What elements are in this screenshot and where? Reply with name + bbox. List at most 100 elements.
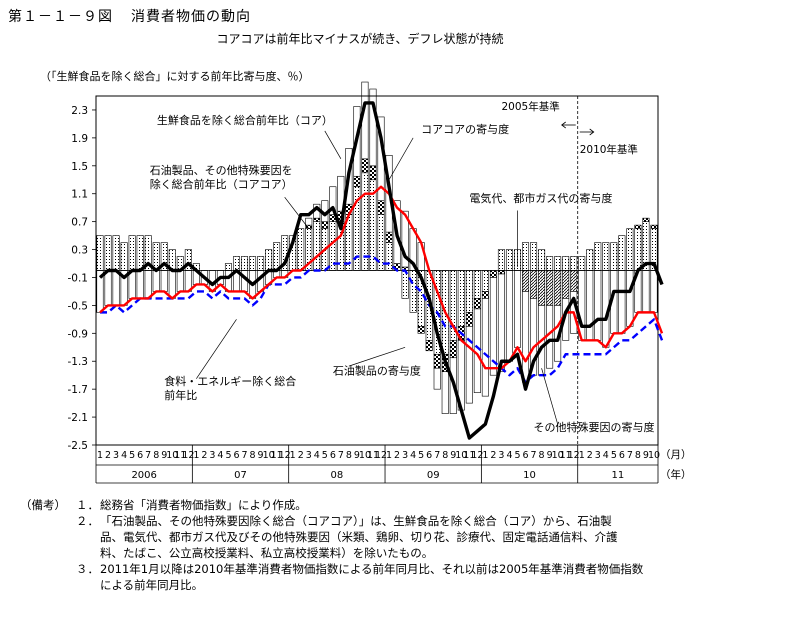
bar-coacoa-30 xyxy=(337,175,345,212)
x-month-label: 4 xyxy=(506,450,512,461)
bar-dots-18 xyxy=(241,256,249,271)
bar-dots-66 xyxy=(626,228,634,271)
bar-checker-41 xyxy=(425,339,433,352)
bar-checker-28 xyxy=(321,221,329,229)
x-month-label: 3 xyxy=(306,450,312,461)
x-month-label: 1 xyxy=(193,450,199,461)
line-layer xyxy=(98,101,664,440)
bar-dots-56 xyxy=(546,256,554,271)
x-month-label: 2 xyxy=(105,450,111,461)
bar-dots-39 xyxy=(409,270,417,313)
bar-hatch-56 xyxy=(546,270,554,306)
bar-dots-25 xyxy=(297,228,305,271)
x-month-label: 2 xyxy=(587,450,593,461)
bar-checker-46 xyxy=(465,312,473,327)
bar-checker-67 xyxy=(634,224,642,229)
bar-dots-59 xyxy=(570,256,578,271)
x-month-label: 5 xyxy=(418,450,424,461)
bar-checker-40 xyxy=(417,326,425,334)
x-month-label: 11 xyxy=(463,450,475,461)
x-month-label: 11 xyxy=(174,450,186,461)
leader-line-1 xyxy=(388,137,414,180)
bar-coacoa-38 xyxy=(401,210,409,268)
bar-dots-50 xyxy=(497,249,505,271)
bar-coacoa-51 xyxy=(505,270,513,362)
bar-checker-36 xyxy=(385,231,393,243)
bar-dots-21 xyxy=(265,249,273,271)
x-month-label: 1 xyxy=(482,450,488,461)
bar-checker-68 xyxy=(642,217,650,222)
figure-title-text: 消費者物価の動向 xyxy=(131,9,251,25)
line-series-2 xyxy=(100,255,664,384)
x-year-label: 2006 xyxy=(131,470,156,481)
bar-hatch-55 xyxy=(538,270,546,306)
bar-checker-47 xyxy=(473,298,481,310)
bar-checker-42 xyxy=(433,353,441,369)
y-tick-label: 2.3 xyxy=(71,105,88,117)
bar-dots-57 xyxy=(554,256,562,271)
bar-coacoa-9 xyxy=(168,270,176,299)
x-year-label: 10 xyxy=(523,470,536,481)
x-month-label: 6 xyxy=(426,450,432,461)
leader-line-5 xyxy=(348,346,406,367)
x-month-label: 11 xyxy=(271,450,283,461)
note-number: ２． xyxy=(76,514,99,528)
note-line: 料、たばこ、公立高校授業料、私立高校授業料）を除いたもの。 xyxy=(100,546,434,560)
bar-coacoa-66 xyxy=(626,270,634,327)
bar-dots-0 xyxy=(96,235,104,271)
y-tick-label: -1.7 xyxy=(68,384,89,396)
x-month-label: 12 xyxy=(471,450,483,461)
base-2010-label: 2010年基準 xyxy=(580,143,638,156)
x-month-label: 9 xyxy=(450,450,456,461)
x-month-label: 10 xyxy=(359,450,371,461)
y-tick-label: 0.7 xyxy=(71,217,88,229)
y-tick-label: -2.5 xyxy=(68,440,89,452)
x-month-label: 4 xyxy=(410,450,416,461)
x-month-label: 5 xyxy=(129,450,135,461)
x-month-label: 8 xyxy=(539,450,545,461)
bar-dots-27 xyxy=(313,221,321,271)
bar-coacoa-53 xyxy=(522,291,530,383)
x-month-label: 4 xyxy=(121,450,127,461)
bar-coacoa-69 xyxy=(650,270,658,313)
x-month-label: 8 xyxy=(442,450,448,461)
bar-hatch-53 xyxy=(522,270,530,292)
annotation-8: その他特殊要因の寄与度 xyxy=(534,420,655,434)
note-number: １． xyxy=(76,498,99,512)
bar-coacoa-46 xyxy=(465,326,473,404)
bar-dots-64 xyxy=(610,242,618,271)
y-tick-label: 1.9 xyxy=(71,133,88,145)
arrowhead-2005 xyxy=(561,121,566,129)
annotation-3: 除く総合前年比（コアコア） xyxy=(150,177,293,191)
bar-dots-36 xyxy=(385,242,393,271)
bar-dots-1 xyxy=(104,235,112,271)
x-month-label: 7 xyxy=(531,450,537,461)
x-month-label: 7 xyxy=(627,450,633,461)
x-month-label: 10 xyxy=(552,450,564,461)
x-month-label: 12 xyxy=(375,450,387,461)
x-year-label: 09 xyxy=(427,470,440,481)
bar-dots-2 xyxy=(112,235,120,271)
note-line: 「石油製品、その他特殊要因除く総合（コアコア）」は、生鮮食品を除く総合（コア）か… xyxy=(100,514,612,528)
x-month-label: 10 xyxy=(263,450,275,461)
y-axis-label: （「生鮮食品を除く総合」に対する前年比寄与度、％） xyxy=(40,69,310,83)
x-month-label: 3 xyxy=(498,450,504,461)
bar-checker-32 xyxy=(353,175,361,188)
x-month-label: 4 xyxy=(603,450,609,461)
note-line: による前年同月比。 xyxy=(100,578,204,592)
x-month-label: 6 xyxy=(233,450,239,461)
arrowhead-2010 xyxy=(589,128,595,136)
y-tick-label: -0.1 xyxy=(68,272,89,284)
bar-coacoa-62 xyxy=(594,270,602,341)
bar-checker-34 xyxy=(369,165,377,181)
bar-coacoa-42 xyxy=(433,367,441,390)
bar-checker-27 xyxy=(313,217,321,222)
bar-dots-54 xyxy=(530,242,538,271)
x-month-label: 3 xyxy=(113,450,119,461)
bar-dots-16 xyxy=(224,263,232,271)
x-month-label: 9 xyxy=(547,450,553,461)
bar-coacoa-52 xyxy=(513,270,522,348)
x-month-label: 8 xyxy=(635,450,641,461)
x-month-label: 12 xyxy=(568,450,580,461)
x-year-label: 07 xyxy=(234,470,247,481)
